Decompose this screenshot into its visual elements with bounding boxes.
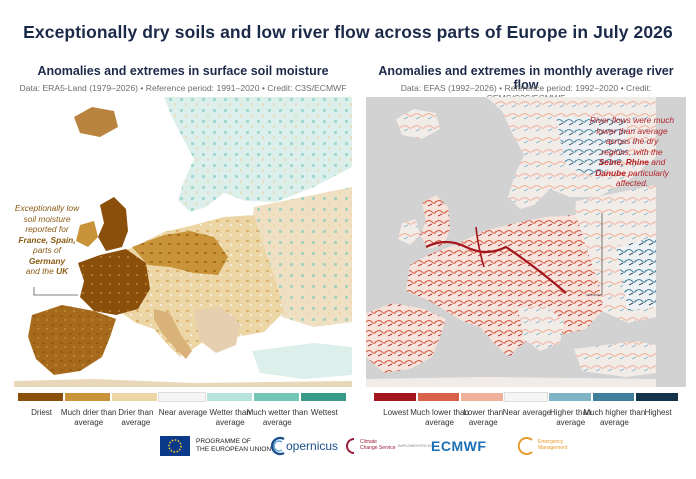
rhine-river-line <box>475 226 485 268</box>
legend-swatch <box>206 393 252 401</box>
legend-label: Near average <box>502 408 552 417</box>
legend-swatch <box>253 393 299 401</box>
right-map-title: Anomalies and extremes in monthly averag… <box>378 64 674 92</box>
soil-moisture-legend <box>18 392 348 405</box>
legend-label: Much wetter than average <box>246 408 308 427</box>
climate-service-logo-icon <box>346 438 355 454</box>
callout-leader-line <box>586 213 603 296</box>
callout-countries: France, Spain, <box>18 234 76 245</box>
left-map-title: Anomalies and extremes in surface soil m… <box>37 64 329 78</box>
callout-uk: UK <box>56 266 69 276</box>
legend-swatch <box>592 393 635 401</box>
legend-label: Lower than average <box>463 408 504 427</box>
callout-line: reported for <box>25 224 69 234</box>
legend-label: Highest <box>644 408 672 417</box>
main-title: Exceptionally dry soils and low river fl… <box>23 22 673 42</box>
eu-programme-line: THE EUROPEAN UNION <box>196 446 272 453</box>
soil-moisture-callout: Exceptionally low soil moisture reported… <box>14 203 80 277</box>
callout-line: Exceptionally low <box>14 203 80 213</box>
river-flow-legend <box>374 392 680 405</box>
callout-germany: Germany <box>28 255 66 266</box>
legend-label: Near average <box>158 408 208 417</box>
legend-label: Much drier than average <box>60 408 117 427</box>
callout-line: parts of <box>33 245 61 255</box>
logo-bar: PROGRAMME OF THE EUROPEAN UNION opernicu… <box>0 436 696 458</box>
left-map-credit: Data: ERA5-Land (1979–2026) • Reference … <box>19 83 347 93</box>
callout-line: River flows were much <box>589 115 675 125</box>
river-flow-callout: River flows were much lower than average… <box>582 115 682 189</box>
emergency-management-logo-text: Emergency Management <box>538 439 567 451</box>
legend-swatch <box>417 393 460 401</box>
legend-swatch <box>504 392 548 402</box>
legend-swatch <box>636 393 678 401</box>
callout-line: across the dry <box>605 136 659 146</box>
copernicus-logo-icon <box>271 436 285 456</box>
legend-label: Driest <box>31 408 52 417</box>
river-flow-map: River flows were much lower than average… <box>366 97 686 387</box>
callout-rivers-line: Seine, Rhine and <box>599 157 666 167</box>
eu-programme-line: PROGRAMME OF <box>196 438 251 445</box>
callout-leader-line <box>33 287 78 296</box>
ecmwf-logo-text: ECMWF <box>431 438 487 454</box>
legend-swatch <box>461 393 504 401</box>
callout-line: particularly <box>628 167 669 178</box>
legend-label: Lowest <box>383 408 409 417</box>
soil-moisture-map-svg <box>14 97 352 387</box>
legend-swatch <box>374 393 416 401</box>
legend-label: Wettest <box>310 408 338 417</box>
callout-line: soil moisture <box>23 213 71 224</box>
legend-label: Wetter than average <box>209 408 251 427</box>
legend-swatch <box>112 393 158 401</box>
implemented-by-text: IMPLEMENTED BY <box>398 443 434 448</box>
emergency-management-line: Emergency <box>538 439 564 445</box>
emergency-management-logo-icon <box>518 437 533 455</box>
callout-danube: Danube <box>595 167 626 178</box>
legend-swatch <box>65 393 111 401</box>
callout-danube-line: Danube particularly <box>595 168 669 178</box>
callout-line: lower than average <box>596 125 668 136</box>
river-flow-map-svg <box>366 97 656 387</box>
legend-label: Much higher than average <box>583 408 646 427</box>
legend-label: Much lower than average <box>410 408 469 427</box>
callout-line: regions, with the <box>601 146 663 157</box>
callout-line: and the <box>25 266 54 276</box>
legend-label: Higher than average <box>550 408 592 427</box>
climate-service-line: Climate <box>360 439 377 445</box>
legend-swatch <box>548 393 591 401</box>
climate-service-line: Change Service <box>360 445 396 451</box>
legend-swatch <box>158 392 206 402</box>
climate-service-logo-text: Climate Change Service <box>360 439 396 451</box>
legend-label: Drier than average <box>118 408 154 427</box>
callout-seine-rhine: Seine, Rhine <box>598 157 649 167</box>
eu-flag-icon <box>160 436 190 456</box>
callout-line: and <box>651 157 666 167</box>
emergency-management-line: Management <box>538 445 568 451</box>
eu-programme-text: PROGRAMME OF THE EUROPEAN UNION <box>196 438 271 454</box>
legend-swatch <box>300 393 346 401</box>
legend-swatch <box>18 393 64 401</box>
soil-moisture-map: Exceptionally low soil moisture reported… <box>14 97 352 387</box>
copernicus-logo-text: opernicus <box>286 439 339 453</box>
callout-line: affected. <box>615 178 649 188</box>
danube-river-line <box>425 240 567 294</box>
